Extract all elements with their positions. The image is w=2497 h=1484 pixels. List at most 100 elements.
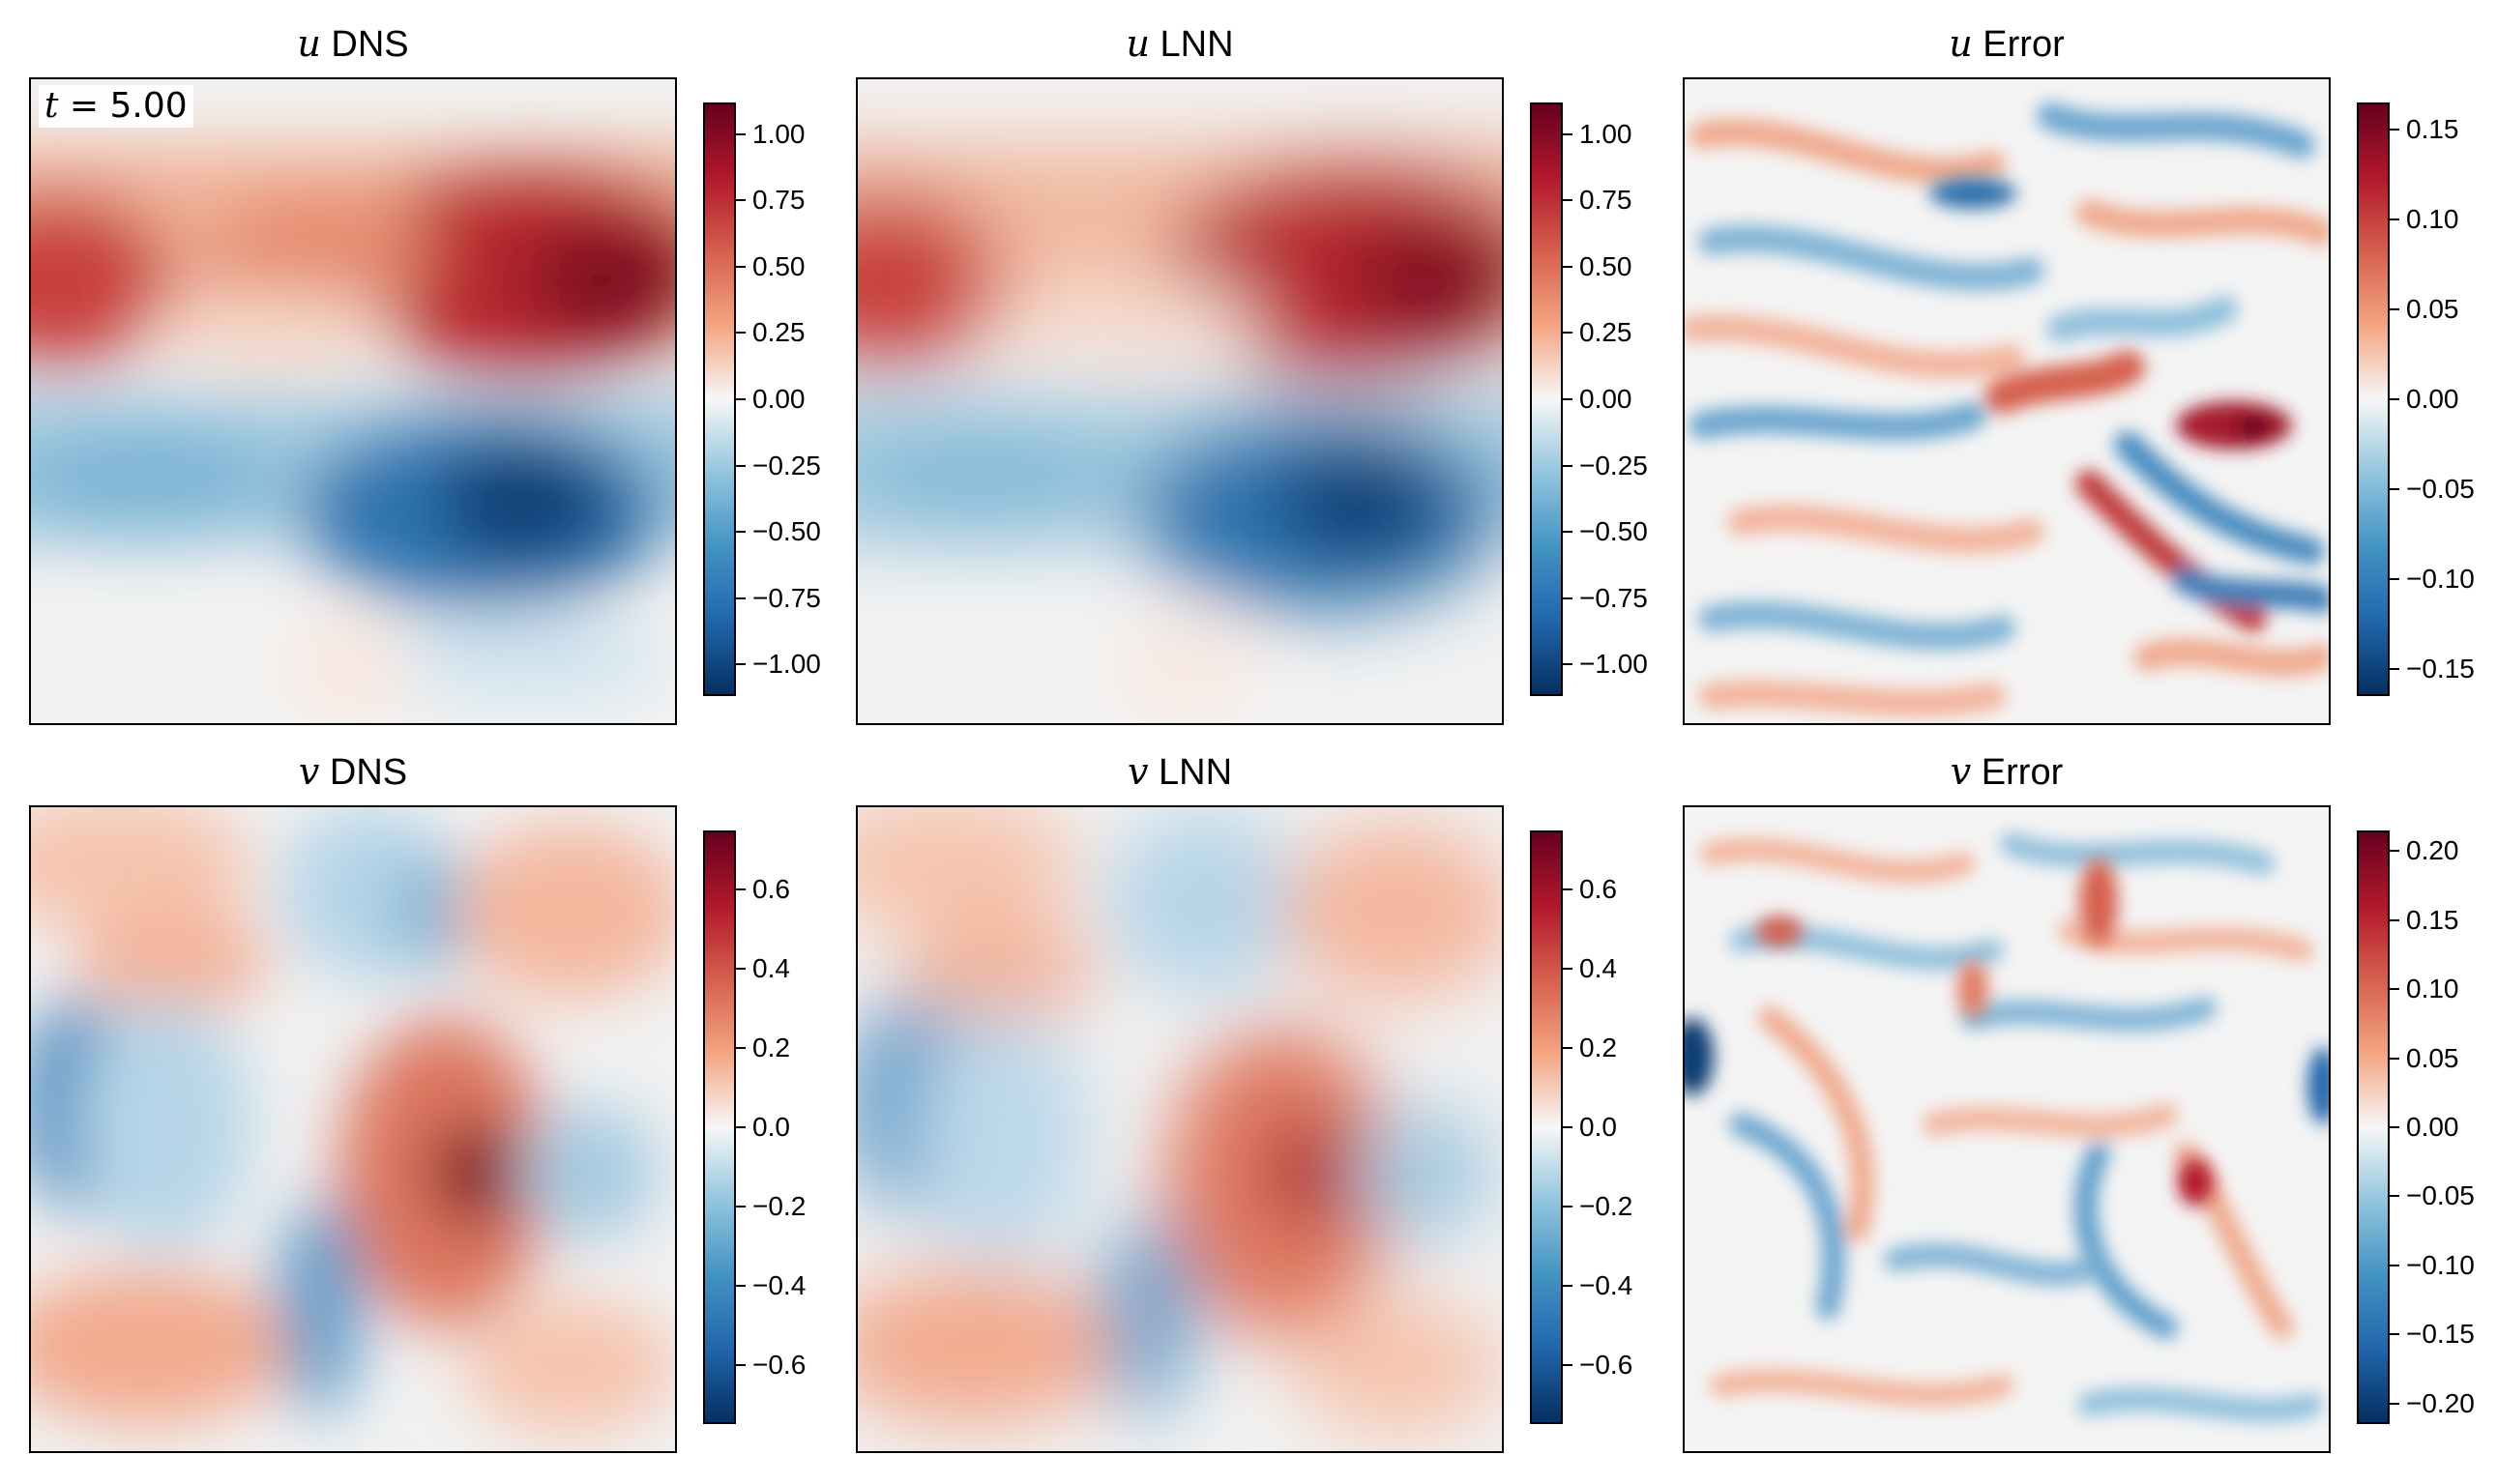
colorbar-tick-label: −0.2 (752, 1190, 807, 1221)
colorbar-tick-label: 0.05 (2406, 1042, 2459, 1073)
colorbar-tick (736, 398, 746, 400)
colorbar-tick (1563, 332, 1572, 335)
heatmap-field (29, 805, 677, 1453)
panel-u-lnn: u LNN 1.00 0.75 0. (856, 21, 1678, 756)
colorbar-tick (1563, 1205, 1572, 1208)
colorbar (1530, 830, 1563, 1424)
colorbar-tick (2390, 578, 2399, 581)
colorbar-tick (2390, 398, 2399, 400)
colorbar-tick-label: 0.00 (1579, 384, 1632, 414)
panel-v-dns: v DNS (29, 749, 851, 1484)
title-variable: v (1950, 750, 1972, 793)
colorbar-tick (736, 132, 746, 135)
colorbar-tick (1563, 663, 1572, 666)
time-value: = 5.00 (58, 86, 188, 126)
colorbar-tick-label: 0.50 (752, 250, 806, 281)
colorbar-tick-label: −1.00 (752, 649, 821, 680)
colorbar-tick (1563, 1363, 1572, 1366)
colorbar (2357, 830, 2390, 1424)
colorbar-tick (1563, 199, 1572, 202)
colorbar-tick-label: 0.2 (752, 1033, 790, 1063)
colorbar-tick (736, 464, 746, 467)
colorbar-tick (736, 1284, 746, 1287)
colorbar-tick (2390, 1126, 2399, 1128)
title-suffix: DNS (320, 24, 409, 65)
colorbar-tick-label: −0.05 (2406, 1180, 2475, 1211)
colorbar-tick-label: 0.00 (2406, 384, 2459, 414)
colorbar (2357, 102, 2390, 696)
colorbar-tick (2390, 218, 2399, 220)
panel-title: u DNS (29, 21, 677, 67)
colorbar-tick (736, 332, 746, 335)
colorbar-tick (1563, 1284, 1572, 1287)
colorbar-tick-label: −1.00 (1579, 649, 1648, 680)
colorbar-tick-label: 0.50 (1579, 250, 1632, 281)
title-suffix: LNN (1148, 752, 1233, 793)
colorbar-tick-label: −0.4 (1579, 1269, 1633, 1300)
colorbar-tick-label: 0.25 (1579, 317, 1632, 348)
colorbar-tick-label: −0.05 (2406, 474, 2475, 505)
colorbar-tick-label: 1.00 (752, 118, 806, 149)
colorbar-tick (2390, 307, 2399, 310)
colorbar-tick-label: −0.75 (1579, 582, 1648, 613)
title-variable: u (1949, 22, 1973, 65)
colorbar-tick (2390, 1057, 2399, 1060)
panel-title: v DNS (29, 749, 677, 795)
colorbar-tick (1563, 531, 1572, 534)
colorbar-tick-label: 0.10 (2406, 203, 2459, 234)
time-variable: t (44, 86, 59, 126)
colorbar-tick (1563, 888, 1572, 891)
colorbar-tick (736, 1363, 746, 1366)
colorbar-tick-label: 1.00 (1579, 118, 1632, 149)
colorbar-tick (2390, 1333, 2399, 1336)
time-label: t = 5.00 (39, 85, 193, 128)
colorbar-tick-label: 0.2 (1579, 1033, 1617, 1063)
title-variable: u (297, 22, 321, 65)
colorbar-tick-label: −0.4 (752, 1269, 807, 1300)
colorbar-tick-label: 0.00 (2406, 1112, 2459, 1142)
colorbar (703, 102, 736, 696)
panel-u-error: u Error (1683, 21, 2497, 756)
colorbar-tick (2390, 1264, 2399, 1266)
colorbar-tick (1563, 132, 1572, 135)
colorbar-tick (736, 597, 746, 599)
panel-u-dns: u DNS (29, 21, 851, 756)
colorbar-tick (2390, 1195, 2399, 1198)
colorbar-tick (736, 1126, 746, 1128)
colorbar-tick (736, 199, 746, 202)
title-variable: v (1127, 750, 1149, 793)
colorbar-tick (736, 663, 746, 666)
colorbar-tick-label: 0.05 (2406, 293, 2459, 324)
colorbar-tick (736, 1047, 746, 1050)
colorbar-tick (1563, 464, 1572, 467)
colorbar-tick (1563, 1126, 1572, 1128)
colorbar-tick-label: 0.6 (752, 874, 790, 905)
colorbar-tick-label: −0.75 (752, 582, 821, 613)
colorbar-tick (2390, 488, 2399, 491)
title-suffix: Error (1972, 24, 2065, 65)
colorbar-tick-label: 0.15 (2406, 113, 2459, 144)
colorbar-tick-label: −0.2 (1579, 1190, 1633, 1221)
colorbar-tick (736, 265, 746, 268)
heatmap-field (1683, 77, 2331, 725)
colorbar-tick (1563, 597, 1572, 599)
colorbar-tick-label: −0.6 (752, 1349, 807, 1380)
colorbar-tick-label: 0.4 (752, 953, 790, 984)
colorbar-tick (2390, 988, 2399, 991)
colorbar-tick (1563, 265, 1572, 268)
colorbar-tick (2390, 668, 2399, 671)
colorbar (703, 830, 736, 1424)
heatmap-field (1683, 805, 2331, 1453)
colorbar-tick (2390, 128, 2399, 131)
heatmap-field (856, 77, 1504, 725)
colorbar-tick-label: −0.50 (752, 516, 821, 547)
colorbar-tick-label: −0.15 (2406, 654, 2475, 684)
title-suffix: DNS (319, 752, 408, 793)
colorbar-tick (2390, 918, 2399, 921)
colorbar-tick-label: 0.0 (752, 1112, 790, 1142)
colorbar-tick-label: −0.20 (2406, 1387, 2475, 1418)
title-suffix: LNN (1149, 24, 1234, 65)
title-variable: v (298, 750, 320, 793)
colorbar-tick-label: −0.25 (752, 450, 821, 480)
colorbar-tick-label: 0.10 (2406, 974, 2459, 1004)
